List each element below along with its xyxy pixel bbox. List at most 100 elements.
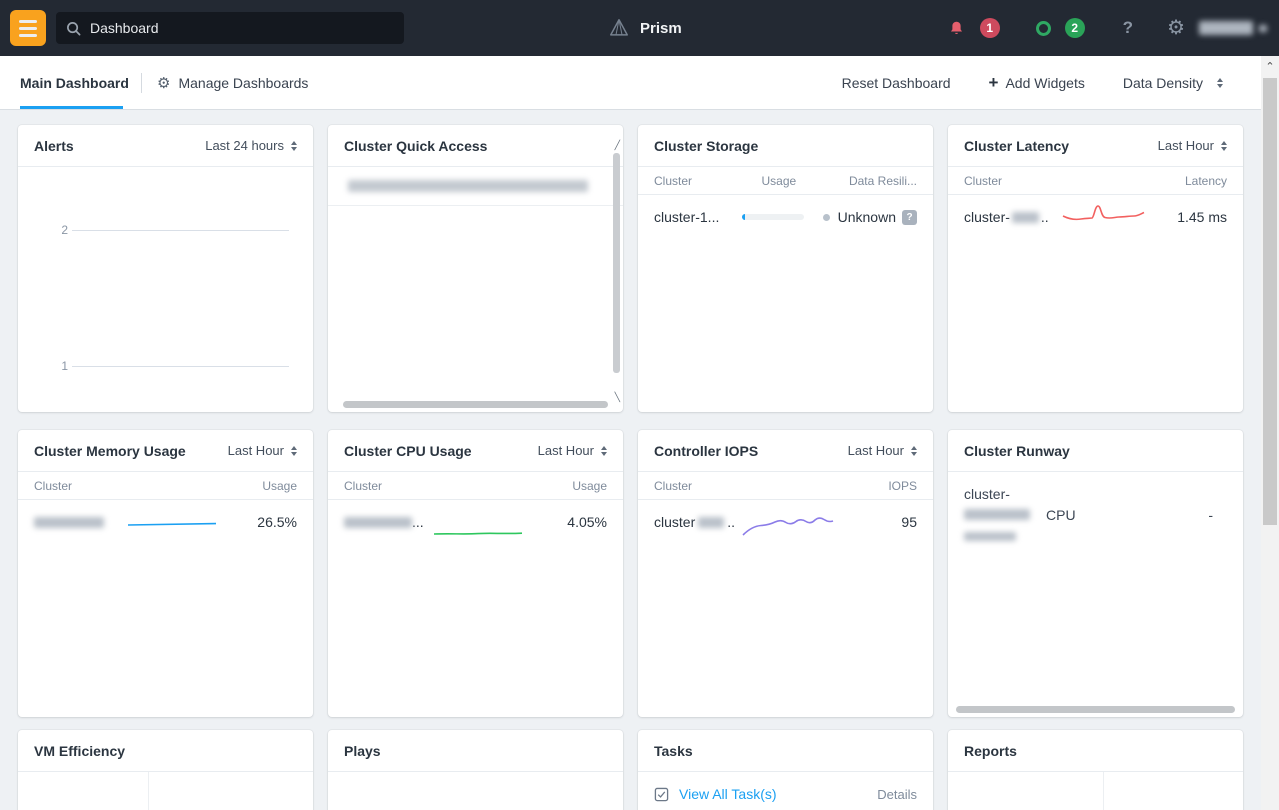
cluster-name-redacted [964, 509, 1030, 520]
latency-range-select[interactable]: Last Hour [1158, 138, 1227, 153]
inner-horizontal-scrollbar[interactable] [343, 401, 608, 408]
cluster-name-redacted [344, 516, 412, 528]
storage-table-row[interactable]: cluster-1... Unknown ? [638, 195, 933, 239]
user-menu[interactable] [1199, 21, 1267, 35]
cluster-link-redacted [348, 180, 588, 192]
storage-title: Cluster Storage [654, 137, 759, 154]
widget-cluster-latency: Cluster Latency Last Hour Cluster Latenc… [948, 125, 1243, 412]
quick-access-cluster-link[interactable] [328, 167, 623, 206]
alerts-bell-icon[interactable] [947, 19, 966, 38]
hamburger-menu-button[interactable] [10, 10, 46, 46]
widget-cluster-runway: Cluster Runway cluster- CPU - [948, 430, 1243, 717]
tasks-title: Tasks [654, 742, 693, 759]
cpu-table-row[interactable]: ... 4.05% [328, 500, 623, 544]
search-value: Dashboard [90, 20, 159, 36]
iops-value: 95 [901, 514, 917, 530]
manage-dashboards-button[interactable]: ⚙ Manage Dashboards [157, 56, 308, 110]
runway-title: Cluster Runway [964, 442, 1070, 459]
memory-table-row[interactable]: 26.5% [18, 500, 313, 544]
cluster-name-redacted [34, 516, 104, 528]
range-caret-icon [911, 445, 917, 456]
latency-column-headers: Cluster Latency [948, 167, 1243, 195]
active-tab-underline [20, 106, 123, 109]
plus-icon: + [988, 73, 999, 92]
view-all-tasks-link[interactable]: View All Task(s) [679, 786, 777, 802]
runway-value: - [1208, 507, 1213, 523]
search-icon [67, 21, 81, 35]
data-density-select[interactable]: Data Density [1123, 75, 1223, 91]
cluster-name-redacted [698, 516, 725, 528]
scrollbar-thumb[interactable] [1263, 78, 1277, 525]
inner-scroll-up-icon[interactable]: ╱ [614, 140, 620, 150]
manage-dashboards-label: Manage Dashboards [178, 75, 309, 91]
cpu-sparkline [433, 532, 522, 535]
dashboard-menu-bar: Main Dashboard ⚙ Manage Dashboards Reset… [0, 56, 1261, 110]
help-icon[interactable]: ? [1122, 18, 1134, 37]
brand: Prism [608, 0, 682, 56]
task-checkbox-icon [654, 787, 669, 801]
runway-horizontal-scrollbar[interactable] [956, 706, 1235, 713]
resiliency-help-icon[interactable]: ? [902, 209, 917, 225]
storage-cluster-name[interactable]: cluster-1... [654, 209, 720, 225]
vm-efficiency-title: VM Efficiency [34, 742, 126, 759]
menubar-separator [141, 73, 142, 93]
reset-dashboard-button[interactable]: Reset Dashboard [841, 75, 951, 91]
memory-range-select[interactable]: Last Hour [228, 443, 297, 458]
username-redacted [1199, 21, 1253, 35]
prism-logo-icon [610, 19, 628, 36]
global-search-input[interactable]: Dashboard [56, 12, 404, 44]
memory-title: Cluster Memory Usage [34, 442, 186, 459]
scroll-up-arrow-icon[interactable]: ⌃ [1265, 61, 1275, 73]
iops-title: Controller IOPS [654, 442, 759, 459]
manage-gear-icon: ⚙ [157, 75, 171, 92]
latency-title: Cluster Latency [964, 137, 1070, 154]
range-caret-icon [1221, 140, 1227, 151]
range-caret-icon [291, 445, 297, 456]
product-name: Prism [640, 19, 682, 37]
tasks-row: View All Task(s) Details [638, 772, 933, 810]
iops-table-row[interactable]: cluster .. 95 [638, 500, 933, 544]
runway-row[interactable]: cluster- CPU - [948, 472, 1243, 558]
cluster-name-redacted [964, 532, 1016, 541]
alert-count-badge[interactable]: 1 [979, 18, 1000, 38]
quick-access-title: Cluster Quick Access [344, 137, 488, 154]
events-ring-icon[interactable] [1035, 20, 1051, 36]
memory-value: 26.5% [257, 514, 297, 530]
iops-cluster-name[interactable]: cluster .. [654, 514, 736, 530]
resiliency-status: Unknown [837, 209, 896, 225]
latency-sparkline [1062, 205, 1145, 221]
inner-vertical-scrollbar[interactable] [613, 153, 620, 373]
page-vertical-scrollbar[interactable]: ⌃ [1261, 56, 1279, 810]
latency-table-row[interactable]: cluster- .. 1.45 ms [948, 195, 1243, 239]
widget-vm-efficiency: VM Efficiency [18, 730, 313, 810]
widget-reports: Reports [948, 730, 1243, 810]
widget-plays: Plays [328, 730, 623, 810]
widget-cluster-cpu-usage: Cluster CPU Usage Last Hour Cluster Usag… [328, 430, 623, 717]
memory-column-headers: Cluster Usage [18, 472, 313, 500]
cpu-column-headers: Cluster Usage [328, 472, 623, 500]
alerts-title: Alerts [34, 137, 74, 154]
range-caret-icon [291, 140, 297, 151]
widget-cluster-storage: Cluster Storage Cluster Usage Data Resil… [638, 125, 933, 412]
add-widgets-button[interactable]: + Add Widgets [988, 73, 1085, 92]
user-caret-icon [1259, 24, 1267, 32]
cpu-range-select[interactable]: Last Hour [538, 443, 607, 458]
alerts-range-select[interactable]: Last 24 hours [205, 138, 297, 153]
alerts-ytick-1: 1 [61, 359, 68, 373]
widget-alerts: Alerts Last 24 hours 2 1 [18, 125, 313, 412]
tab-main-dashboard[interactable]: Main Dashboard [20, 75, 129, 91]
reports-title: Reports [964, 742, 1017, 759]
data-density-caret-icon [1217, 78, 1223, 88]
inner-scroll-down-icon[interactable]: ╲ [614, 392, 620, 402]
vm-efficiency-column-divider [148, 772, 149, 810]
storage-column-headers: Cluster Usage Data Resili... [638, 167, 933, 195]
widget-tasks: Tasks View All Task(s) Details [638, 730, 933, 810]
widget-grid: Alerts Last 24 hours 2 1 Cluste [0, 110, 1279, 810]
iops-range-select[interactable]: Last Hour [848, 443, 917, 458]
latency-cluster-name[interactable]: cluster- .. [964, 209, 1049, 225]
latency-value: 1.45 ms [1177, 209, 1227, 225]
widget-controller-iops: Controller IOPS Last Hour Cluster IOPS c… [638, 430, 933, 717]
event-count-badge[interactable]: 2 [1064, 18, 1085, 38]
plays-title: Plays [344, 742, 381, 759]
settings-gear-icon[interactable]: ⚙ [1167, 17, 1185, 39]
